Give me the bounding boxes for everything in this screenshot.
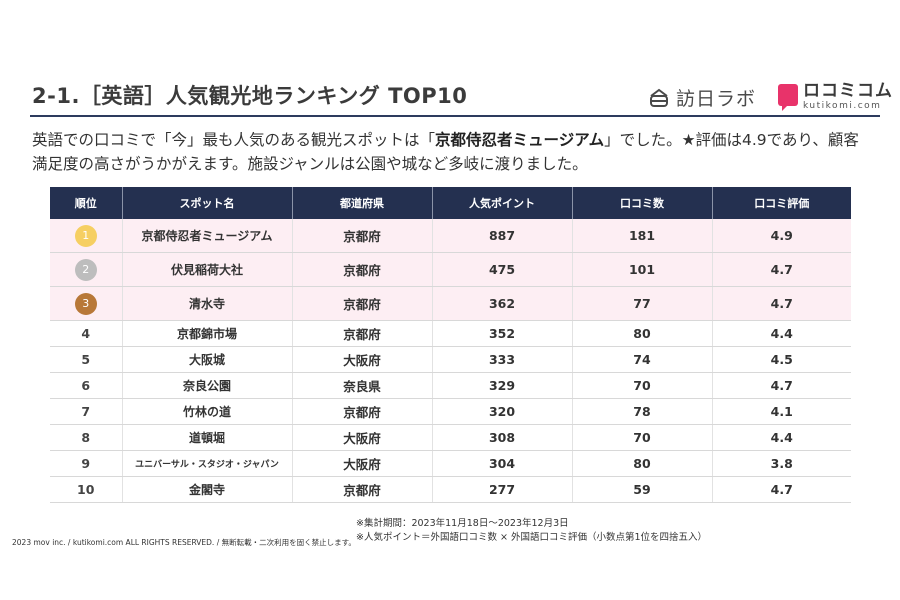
review-rating: 4.4	[712, 320, 851, 347]
description-part1: 英語での口コミで「今」最も人気のある観光スポットは「	[32, 131, 436, 149]
page-title: 2-1.［英語］人気観光地ランキング TOP10	[32, 84, 468, 108]
prefecture: 大阪府	[292, 346, 433, 373]
description-highlight: 京都侍忍者ミュージアム	[435, 131, 605, 149]
spot-name: 京都錦市場	[122, 320, 293, 347]
spot-name: 伏見稲荷大社	[122, 252, 293, 287]
header-review-count: 口コミ数	[572, 187, 713, 219]
houjin-lab-logo: 訪日ラボ	[648, 84, 756, 111]
review-rating: 4.1	[712, 398, 851, 425]
review-count: 80	[572, 320, 713, 347]
review-rating: 4.5	[712, 346, 851, 373]
review-rating: 4.7	[712, 476, 851, 503]
table-row: 1 京都侍忍者ミュージアム 京都府 887 181 4.9	[50, 219, 851, 253]
review-count: 80	[572, 450, 713, 477]
prefecture: 大阪府	[292, 450, 433, 477]
popularity-points: 329	[432, 372, 573, 399]
table-row: 4 京都錦市場 京都府 352 80 4.4	[50, 320, 851, 347]
description-part2: 」でした。★評価は4.9であり、顧客満足度の高さがうかがえます。施設ジャンルは公…	[32, 131, 859, 173]
review-count: 181	[572, 219, 713, 253]
kutikomi-logo-text: ロコミコム	[803, 81, 893, 101]
rank-cell: 1	[50, 219, 123, 253]
table-row: 5 大阪城 大阪府 333 74 4.5	[50, 346, 851, 373]
gold-medal-icon: 1	[74, 224, 97, 247]
spot-name: ユニバーサル・スタジオ・ジャパン	[122, 450, 293, 477]
rank-cell: 3	[50, 286, 123, 321]
spot-name: 竹林の道	[122, 398, 293, 425]
review-rating: 4.9	[712, 219, 851, 253]
review-rating: 3.8	[712, 450, 851, 477]
prefecture: 大阪府	[292, 424, 433, 451]
table-header-row: 順位 スポット名 都道府県 人気ポイント 口コミ数 口コミ評価	[50, 187, 851, 219]
table-row: 6 奈良公園 奈良県 329 70 4.7	[50, 372, 851, 399]
popularity-points: 887	[432, 219, 573, 253]
prefecture: 京都府	[292, 320, 433, 347]
table-row: 3 清水寺 京都府 362 77 4.7	[50, 286, 851, 321]
footnote-formula: ※人気ポイント＝外国語口コミ数 × 外国語口コミ評価（小数点第1位を四捨五入）	[356, 532, 708, 543]
copyright: 2023 mov inc. / kutikomi.com ALL RIGHTS …	[12, 538, 356, 547]
spot-name: 奈良公園	[122, 372, 293, 399]
spot-name: 大阪城	[122, 346, 293, 373]
prefecture: 京都府	[292, 476, 433, 503]
kutikomi-logo: ロコミコム kutikomi.com	[778, 82, 893, 112]
prefecture: 京都府	[292, 252, 433, 287]
speech-bubble-icon	[778, 84, 798, 111]
rank-cell: 5	[50, 346, 123, 373]
table-row: 2 伏見稲荷大社 京都府 475 101 4.7	[50, 252, 851, 287]
lab-logo-icon	[650, 88, 668, 107]
bronze-medal-icon: 3	[74, 292, 97, 315]
header-popularity-points: 人気ポイント	[432, 187, 573, 219]
popularity-points: 352	[432, 320, 573, 347]
prefecture: 奈良県	[292, 372, 433, 399]
review-count: 77	[572, 286, 713, 321]
review-rating: 4.7	[712, 372, 851, 399]
review-count: 70	[572, 372, 713, 399]
popularity-points: 308	[432, 424, 573, 451]
popularity-points: 475	[432, 252, 573, 287]
footnotes: ※集計期間：2023年11月18日～2023年12月3日 ※人気ポイント＝外国語…	[356, 517, 707, 545]
spot-name: 京都侍忍者ミュージアム	[122, 219, 293, 253]
review-count: 78	[572, 398, 713, 425]
review-count: 70	[572, 424, 713, 451]
spot-name: 金閣寺	[122, 476, 293, 503]
review-count: 74	[572, 346, 713, 373]
review-count: 59	[572, 476, 713, 503]
header-rank: 順位	[50, 187, 123, 219]
review-rating: 4.7	[712, 252, 851, 287]
kutikomi-logo-url: kutikomi.com	[803, 101, 882, 111]
popularity-points: 304	[432, 450, 573, 477]
table-row: 10 金閣寺 京都府 277 59 4.7	[50, 476, 851, 503]
rank-cell: 6	[50, 372, 123, 399]
spot-name: 清水寺	[122, 286, 293, 321]
prefecture: 京都府	[292, 286, 433, 321]
title-divider	[30, 115, 880, 117]
rank-cell: 9	[50, 450, 123, 477]
silver-medal-icon: 2	[74, 258, 97, 281]
rank-cell: 4	[50, 320, 123, 347]
header-prefecture: 都道府県	[292, 187, 433, 219]
popularity-points: 320	[432, 398, 573, 425]
popularity-points: 333	[432, 346, 573, 373]
lab-logo-text: 訪日ラボ	[676, 88, 757, 110]
rank-cell: 7	[50, 398, 123, 425]
rank-cell: 10	[50, 476, 123, 503]
review-rating: 4.4	[712, 424, 851, 451]
rank-cell: 8	[50, 424, 123, 451]
prefecture: 京都府	[292, 398, 433, 425]
table-row: 9 ユニバーサル・スタジオ・ジャパン 大阪府 304 80 3.8	[50, 450, 851, 477]
header-review-rating: 口コミ評価	[712, 187, 851, 219]
rank-cell: 2	[50, 252, 123, 287]
spot-name: 道頓堀	[122, 424, 293, 451]
table-row: 8 道頓堀 大阪府 308 70 4.4	[50, 424, 851, 451]
prefecture: 京都府	[292, 219, 433, 253]
popularity-points: 277	[432, 476, 573, 503]
review-count: 101	[572, 252, 713, 287]
description: 英語での口コミで「今」最も人気のある観光スポットは「京都侍忍者ミュージアム」でし…	[32, 128, 872, 176]
footnote-period: ※集計期間：2023年11月18日～2023年12月3日	[356, 518, 569, 529]
table-row: 7 竹林の道 京都府 320 78 4.1	[50, 398, 851, 425]
ranking-table: 順位 スポット名 都道府県 人気ポイント 口コミ数 口コミ評価 1 京都侍忍者ミ…	[50, 187, 851, 503]
popularity-points: 362	[432, 286, 573, 321]
header-spot-name: スポット名	[122, 187, 293, 219]
review-rating: 4.7	[712, 286, 851, 321]
